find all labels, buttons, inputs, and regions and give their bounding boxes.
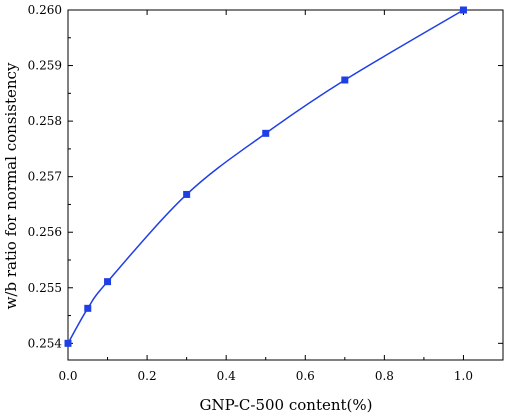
y-tick-label: 0.254 — [28, 336, 63, 350]
plot-frame — [67, 9, 504, 361]
x-tick-label: 0.6 — [296, 369, 315, 383]
data-point-marker — [104, 278, 112, 286]
x-axis-title: GNP-C-500 content(%) — [199, 396, 372, 414]
ticks: 0.0 0.2 0.4 0.6 0.8 1.0 0.254 0.255 0.256 0.257 0.… — [28, 3, 503, 383]
y-axis-title: w/b ratio for normal consistency — [2, 62, 20, 309]
x-tick-label: 0.2 — [138, 369, 157, 383]
data-point-marker — [64, 339, 72, 347]
y-tick-label: 0.257 — [28, 170, 62, 184]
data-point-marker — [183, 190, 191, 198]
y-tick-label: 0.260 — [28, 3, 62, 17]
x-tick-label: 1.0 — [454, 369, 473, 383]
data-point-marker — [84, 304, 92, 312]
series-line — [67, 9, 464, 344]
y-tick-label: 0.259 — [28, 59, 62, 73]
x-tick-label: 0.4 — [217, 369, 236, 383]
data-point-marker — [459, 6, 467, 14]
x-tick-label: 0.0 — [58, 369, 77, 383]
y-tick-label: 0.256 — [28, 225, 62, 239]
series — [64, 6, 467, 347]
y-tick-label: 0.255 — [28, 281, 62, 295]
x-tick-label: 0.8 — [375, 369, 394, 383]
y-tick-label: 0.258 — [28, 114, 62, 128]
data-point-marker — [262, 129, 270, 137]
axes — [67, 9, 504, 361]
data-point-marker — [341, 76, 349, 84]
